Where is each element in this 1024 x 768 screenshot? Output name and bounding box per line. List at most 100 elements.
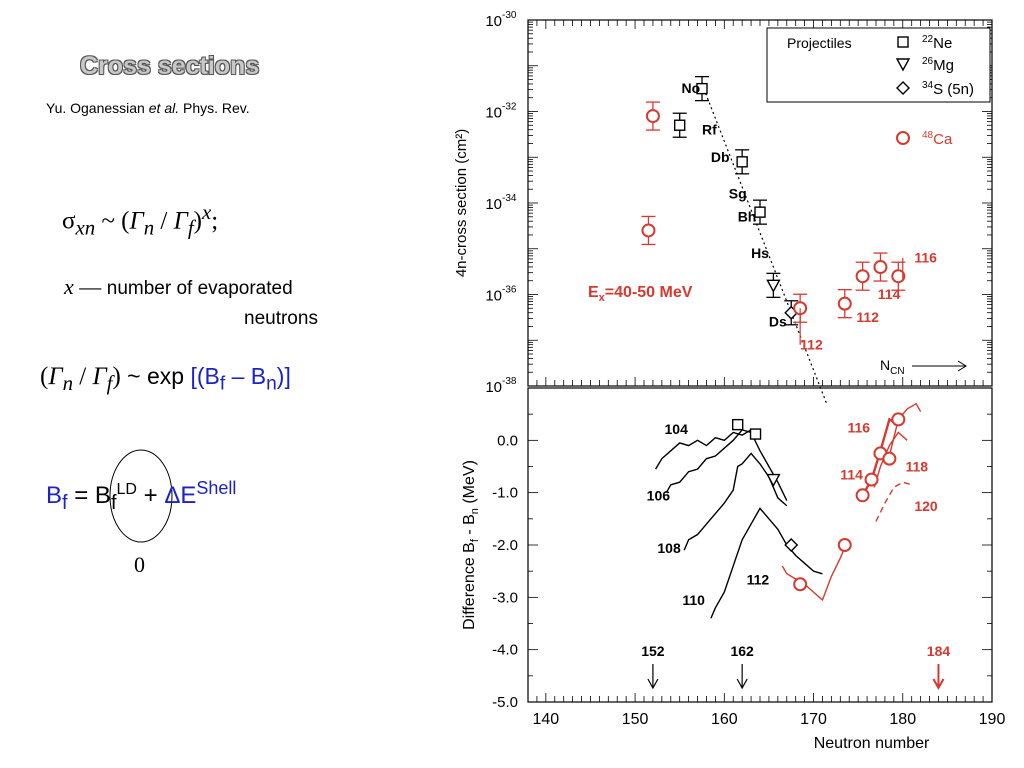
b-marker-4 <box>793 577 808 592</box>
top-label-9: 114 <box>878 286 901 302</box>
gamma-n: Γ <box>129 207 144 235</box>
bf-sub: f <box>219 373 226 395</box>
b-marker-5 <box>837 538 852 552</box>
b-marker-10 <box>891 412 906 427</box>
shell-arrow-head-162 <box>736 678 748 690</box>
point-Ne-3 <box>754 206 766 218</box>
exp-argument: [(Bf – Bn)] <box>190 363 291 395</box>
gamma-n-sub: n <box>62 371 73 395</box>
y-tick-exp-2: -34 <box>502 193 517 204</box>
x-tick-label-1: 150 <box>622 711 649 728</box>
legend-label-0: 22Ne <box>922 34 952 52</box>
top-label-10: 116 <box>914 249 937 265</box>
top-label-2: Db <box>711 149 730 165</box>
slash: / <box>72 363 93 390</box>
point-Mg-0 <box>766 279 781 293</box>
legend-marker-ca <box>896 131 910 145</box>
bf-symbol: B <box>46 482 63 509</box>
b-y-tick-label-0: 0.0 <box>497 432 518 449</box>
y-tick-label-1: 10 <box>485 105 502 122</box>
shell-arrow-label-184: 184 <box>927 643 951 659</box>
author-etal: et al. <box>148 100 180 116</box>
delta-e: ΔE <box>164 482 197 509</box>
formula-cross-section: σxn ~ (Γn / Γf)x; <box>62 200 218 240</box>
point-Ca-4 <box>855 269 870 284</box>
author-name: Yu. Oganessian <box>46 100 149 116</box>
point-Ne-1 <box>673 119 686 131</box>
point-Ca-5 <box>873 260 888 275</box>
gamma-f: Γ <box>92 363 107 390</box>
bottom-y-axis-label: Difference Bf - Bn (MeV) <box>461 460 481 630</box>
bracket-close: )] <box>276 363 291 389</box>
formula-ratio: (Γn / Γf) ~ exp [(Bf – Bn)] <box>40 362 291 396</box>
x-definition: x — number of evaporated <box>64 274 293 300</box>
top-label-3: Sg <box>729 185 747 201</box>
y-tick-label-4: 10 <box>485 379 502 396</box>
line-series-116 <box>888 402 922 457</box>
b-label-118: 118 <box>905 459 928 475</box>
b-label-112: 112 <box>747 571 770 587</box>
ld-sub: f <box>110 491 117 514</box>
gamma-n-sub: n <box>143 215 155 240</box>
x-tick-label-5: 190 <box>979 711 1006 728</box>
shell-arrow-label-152: 152 <box>641 643 665 659</box>
b-y-tick-label-2: -2.0 <box>492 537 518 554</box>
legend-marker-0 <box>897 36 909 48</box>
legend-marker-1 <box>895 58 911 72</box>
x-tick-label-3: 170 <box>800 711 827 728</box>
top-label-6: Ds <box>769 314 787 330</box>
shell-arrow-head-184 <box>932 678 945 691</box>
b-y-tick-label-5: -5.0 <box>492 694 518 711</box>
b-marker-9 <box>882 451 897 466</box>
line-series-118 <box>873 431 908 488</box>
y-tick-label-0: 10 <box>485 13 502 30</box>
ncn-arrow-head <box>957 360 967 372</box>
line-series-110 <box>710 507 823 619</box>
shell-arrow-head-152 <box>647 678 659 690</box>
slash: / <box>154 207 174 235</box>
x-tick-label-4: 180 <box>889 711 916 728</box>
exp-text: ~ exp <box>120 363 191 389</box>
slide-title: Cross sections <box>80 52 260 80</box>
top-label-8: 112 <box>856 309 879 325</box>
sigma-subscript: xn <box>75 215 96 240</box>
ld-sup: LD <box>116 481 137 498</box>
line-series-106 <box>665 429 788 501</box>
bn-sub: n <box>266 373 277 395</box>
plus: + <box>136 482 165 509</box>
fit-line <box>701 83 828 405</box>
line-series-104 <box>654 429 761 470</box>
b-label-106: 106 <box>647 488 671 504</box>
open-paren: ( <box>40 363 49 390</box>
gamma-f-sub: f <box>187 215 194 240</box>
top-label-1: Rf <box>702 121 717 137</box>
top-label-0: No <box>681 80 700 96</box>
equals-bf: = B <box>67 482 111 509</box>
author-reference: Yu. Oganessian et al. Phys. Rev. <box>46 100 250 116</box>
minus-bn: – B <box>225 363 267 389</box>
line-series-108 <box>683 452 788 551</box>
tilde-symbol: ~ ( <box>95 207 130 235</box>
author-journal: Phys. Rev. <box>179 100 250 116</box>
b-label-114: 114 <box>840 467 863 483</box>
shell-arrow-label-162: 162 <box>730 643 754 659</box>
b-y-tick-label-4: -4.0 <box>492 642 518 659</box>
x-definition-line1: number of evaporated <box>106 278 293 299</box>
y-tick-label-2: 10 <box>485 196 502 213</box>
b-label-110: 110 <box>682 592 705 608</box>
x-dash: — <box>73 274 107 299</box>
top-y-axis-label: 4n-cross section (cm²) <box>453 129 470 277</box>
shell-sup: Shell <box>196 478 237 498</box>
legend-label-ca: 48Ca <box>922 130 953 148</box>
b-marker-6 <box>855 488 870 503</box>
b-y-tick-label-3: -3.0 <box>492 589 518 606</box>
gamma-f-sub: f <box>106 371 113 395</box>
legend-box <box>766 27 991 103</box>
exponent-x: x <box>201 200 212 224</box>
legend-label-2: 34S (5n) <box>922 80 974 98</box>
energy-annotation: Ex=40-50 MeV <box>588 284 693 304</box>
y-tick-exp-0: -30 <box>502 10 517 21</box>
point-Ne-2 <box>736 156 748 168</box>
y-tick-exp-1: -32 <box>502 102 517 113</box>
